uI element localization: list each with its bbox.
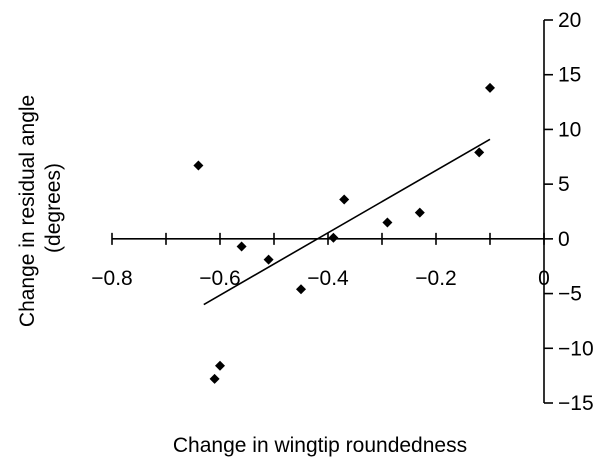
data-point-diamond	[382, 217, 393, 228]
y-tick-label: −10	[558, 337, 594, 360]
y-tick-label: 15	[558, 64, 581, 87]
data-points-group	[193, 82, 495, 384]
x-tick-label: −0.8	[91, 267, 132, 290]
y-tick-label: 10	[558, 118, 581, 141]
ticks-group	[111, 19, 553, 404]
y-axis-title: Change in residual angle (degrees)	[16, 89, 65, 327]
data-point-diamond	[414, 207, 425, 218]
y-tick-label: 0	[558, 228, 570, 251]
x-tick-label: −0.6	[199, 267, 240, 290]
data-point-diamond	[339, 194, 350, 205]
y-tick-label: −5	[558, 283, 582, 306]
data-point-diamond	[474, 147, 485, 158]
y-axis-title-line-2: (degrees)	[42, 163, 65, 253]
data-point-diamond	[215, 360, 225, 371]
data-point-diamond	[263, 254, 274, 265]
data-point-diamond	[296, 284, 306, 295]
y-tick-label: 20	[558, 9, 581, 32]
x-tick-label: −0.2	[415, 267, 456, 290]
trendline-group	[203, 138, 491, 306]
y-axis-title-line-1: Change in residual angle	[16, 95, 39, 327]
x-axis-title: Change in wingtip roundedness	[173, 434, 467, 457]
x-tick-label: −0.4	[307, 267, 349, 290]
y-tick-label: 5	[558, 173, 570, 196]
tick-labels-group: −0.8 −0.6 −0.4 −0.2 0 −15 −10 −5 0 5 10 15 20	[91, 9, 593, 415]
data-point-diamond	[193, 160, 204, 171]
x-tick-label: 0	[538, 267, 550, 290]
axes-group	[112, 20, 545, 403]
y-tick-label: −15	[558, 392, 594, 415]
trendline	[203, 138, 491, 306]
data-point-diamond	[209, 373, 220, 384]
data-point-diamond	[328, 232, 339, 243]
data-point-diamond	[485, 82, 495, 93]
data-point-diamond	[236, 241, 247, 252]
